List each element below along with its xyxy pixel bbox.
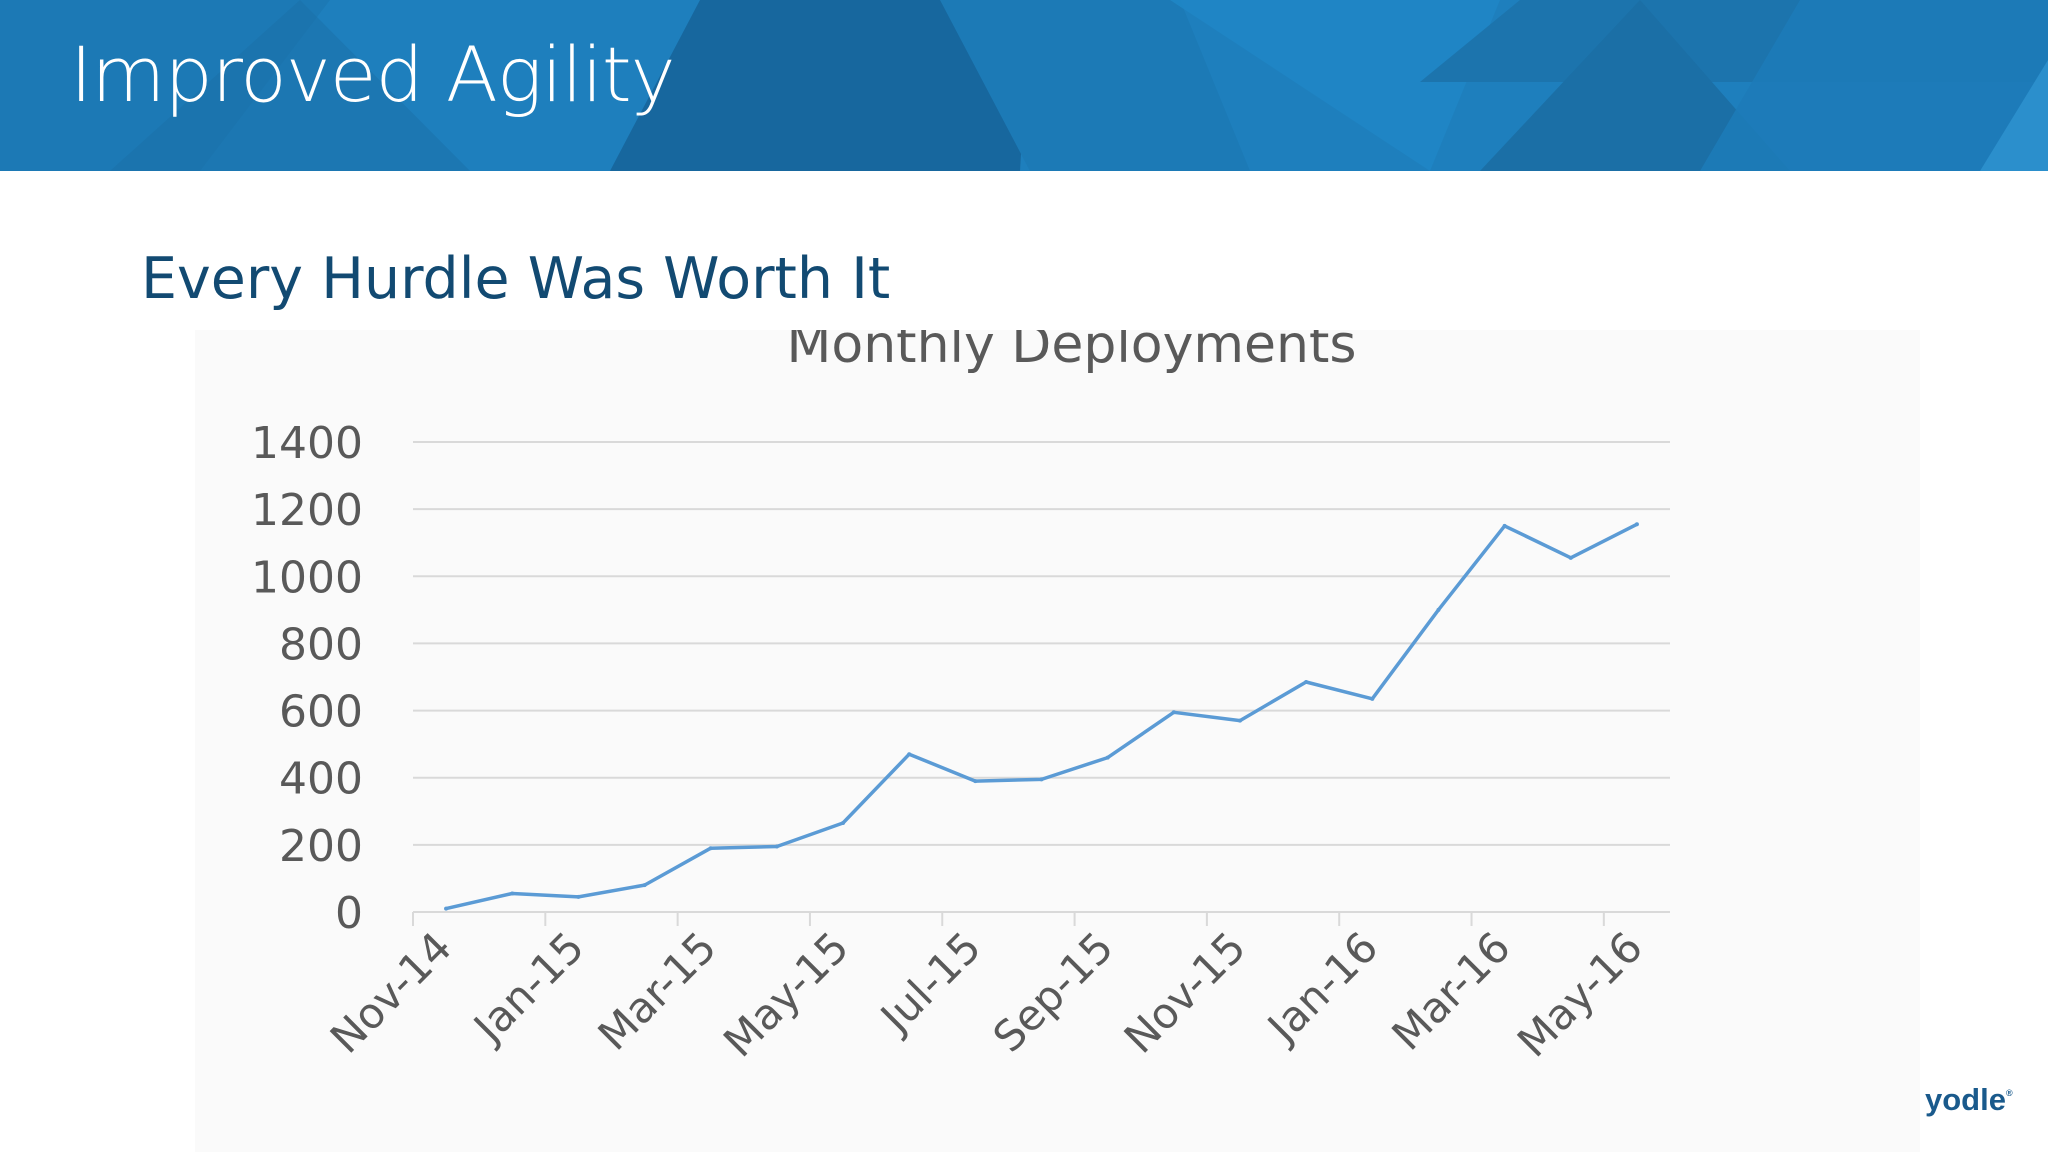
data-point-Aug-15 [1039, 777, 1044, 782]
x-tick-label-Sep-15: Sep-15 [984, 922, 1123, 1061]
chart-title: Monthly Deployments [787, 330, 1357, 375]
data-point-Dec-14 [510, 891, 515, 896]
header-background-pattern [0, 0, 2048, 171]
data-point-Feb-15 [642, 883, 647, 888]
data-point-Nov-14 [444, 906, 449, 911]
data-point-Oct-15 [1171, 710, 1176, 715]
brand-logo: yodle® [1925, 1082, 2013, 1118]
x-tick-label-May-16: May-16 [1508, 922, 1652, 1066]
x-tick-label-Jul-15: Jul-15 [869, 922, 990, 1043]
slide-subtitle: Every Hurdle Was Worth It [141, 246, 891, 312]
data-point-May-15 [841, 821, 846, 826]
y-tick-label-600: 600 [279, 687, 363, 738]
data-point-Mar-16 [1502, 523, 1507, 528]
y-tick-label-800: 800 [279, 619, 363, 670]
x-tick-label-May-15: May-15 [714, 922, 858, 1066]
x-tick-label-Jan-15: Jan-15 [462, 922, 593, 1053]
data-point-Dec-15 [1304, 680, 1309, 685]
slide-header: Improved Agility [0, 0, 2048, 171]
y-tick-label-0: 0 [335, 888, 363, 939]
data-point-Jun-15 [907, 752, 912, 757]
data-point-Jul-15 [973, 779, 978, 784]
data-point-Jan-16 [1370, 696, 1375, 701]
logo-text: yodle [1925, 1082, 2006, 1117]
slide-title: Improved Agility [70, 30, 676, 119]
data-point-Apr-16 [1568, 555, 1573, 560]
line-chart: Monthly Deployments 0 200 400 600 800 1000 1200… [251, 330, 1670, 1066]
data-point-Mar-15 [708, 846, 713, 851]
x-tick-label-Jan-16: Jan-16 [1256, 922, 1387, 1053]
x-tick-label-Nov-14: Nov-14 [321, 922, 461, 1062]
data-point-May-16 [1634, 522, 1639, 527]
data-point-Jan-15 [576, 894, 581, 899]
y-tick-label-200: 200 [279, 821, 363, 872]
data-point-Feb-16 [1436, 607, 1441, 612]
y-tick-label-400: 400 [279, 754, 363, 805]
x-tick-label-Mar-15: Mar-15 [588, 922, 725, 1059]
logo-registered-mark: ® [2005, 1088, 2013, 1098]
data-point-Apr-15 [774, 844, 779, 849]
y-tick-label-1400: 1400 [251, 418, 363, 469]
data-point-Sep-15 [1105, 755, 1110, 760]
x-tick-label-Nov-15: Nov-15 [1115, 922, 1255, 1062]
y-tick-label-1200: 1200 [251, 485, 363, 536]
data-point-Nov-15 [1237, 718, 1242, 723]
y-tick-label-1000: 1000 [251, 552, 363, 603]
series-line-0 [444, 522, 1639, 911]
chart-panel: Monthly Deployments 0 200 400 600 800 1000 1200… [195, 330, 1920, 1152]
x-tick-label-Mar-16: Mar-16 [1382, 922, 1519, 1059]
